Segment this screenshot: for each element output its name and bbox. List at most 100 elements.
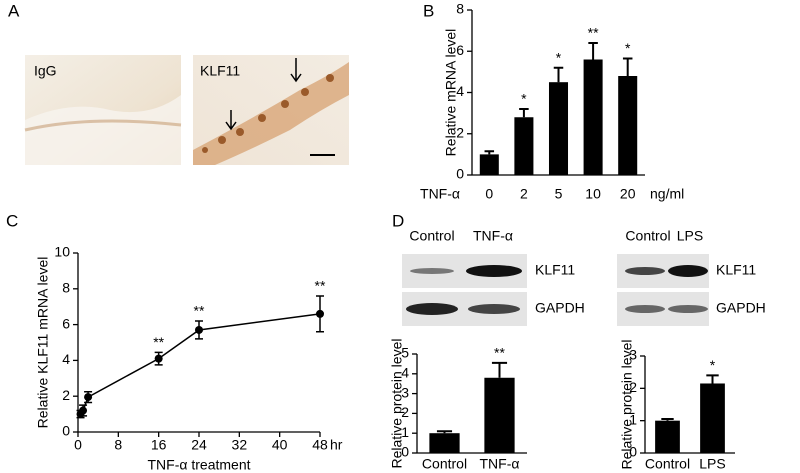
image-label: IgG xyxy=(34,63,57,79)
significance: ** xyxy=(315,278,326,294)
y-tick-label: 1 xyxy=(629,411,637,427)
bar xyxy=(548,82,569,175)
point xyxy=(195,325,203,334)
x-tick-label: 0 xyxy=(485,186,493,202)
lane-label: Control xyxy=(409,228,454,244)
lane-label: TNF-α xyxy=(473,228,513,244)
bar xyxy=(429,433,460,453)
x-unit: ng/ml xyxy=(650,186,684,202)
significance: * xyxy=(625,40,631,56)
error-bar xyxy=(622,57,633,76)
x-tick-label: TNF-α xyxy=(480,456,520,472)
bar xyxy=(479,154,499,175)
x-tick-label: 16 xyxy=(151,437,167,453)
bar xyxy=(618,76,638,175)
tissue xyxy=(25,95,181,165)
protein-label: KLF11 xyxy=(535,262,575,278)
significance: * xyxy=(521,91,527,107)
y-tick-label: 8 xyxy=(62,280,70,296)
band xyxy=(625,305,665,313)
protein-label: KLF11 xyxy=(716,262,756,278)
y-tick-label: 4 xyxy=(62,351,70,367)
significance: ** xyxy=(194,303,205,319)
y-axis-label: Relative KLF11 mRNA level xyxy=(35,257,51,429)
significance: ** xyxy=(494,345,505,361)
error-bar xyxy=(436,430,453,434)
tissue xyxy=(24,119,182,132)
x-tick-label: 24 xyxy=(191,437,207,453)
y-tick-label: 1 xyxy=(401,424,409,440)
band xyxy=(668,265,708,277)
x-tick-label: 5 xyxy=(555,186,563,202)
y-tick-label: 4 xyxy=(401,365,409,381)
y-tick-label: 2 xyxy=(629,379,637,395)
tissue xyxy=(193,62,349,165)
y-tick-label: 2 xyxy=(401,404,409,420)
y-axis-label: Relative protein level xyxy=(389,339,405,469)
y-tick-label: 0 xyxy=(62,423,70,439)
y-tick-label: 0 xyxy=(456,166,464,182)
bar xyxy=(484,377,515,453)
protein-label: GAPDH xyxy=(535,300,585,316)
y-axis-label: Relative mRNA level xyxy=(443,29,459,157)
arrow xyxy=(290,58,302,83)
bar xyxy=(583,59,603,175)
band xyxy=(466,265,522,277)
panel-label: C xyxy=(6,211,18,230)
x-tick-label: 8 xyxy=(114,437,122,453)
error-bar xyxy=(553,66,564,83)
x-tick-label: 2 xyxy=(520,186,528,202)
y-tick-label: 10 xyxy=(54,244,70,260)
x-tick-label: Control xyxy=(645,456,690,472)
significance: * xyxy=(556,49,562,65)
error-bar xyxy=(491,361,508,378)
protein-label: GAPDH xyxy=(716,300,766,316)
error-bar xyxy=(519,108,529,118)
band xyxy=(668,305,708,313)
point xyxy=(84,393,93,402)
band xyxy=(468,304,520,314)
y-tick-label: 6 xyxy=(62,315,70,331)
x-axis-label: TNF-α treatment xyxy=(148,457,251,473)
x-tick-label: 10 xyxy=(585,186,601,202)
x-unit: hr xyxy=(330,437,343,453)
panel-label: A xyxy=(8,1,20,20)
lane-label: LPS xyxy=(677,228,703,244)
point xyxy=(79,406,88,415)
y-tick-label: 3 xyxy=(401,384,409,400)
x-prefix: TNF-α xyxy=(420,186,460,202)
x-tick-label: Control xyxy=(422,456,467,472)
panel-label: D xyxy=(392,211,404,230)
point xyxy=(154,354,163,363)
y-tick-label: 2 xyxy=(62,387,70,403)
x-tick-label: 40 xyxy=(272,437,288,453)
bar xyxy=(514,117,534,175)
y-tick-label: 5 xyxy=(401,345,409,361)
y-tick-label: 4 xyxy=(456,83,464,99)
significance: ** xyxy=(588,25,599,41)
band xyxy=(410,268,454,274)
y-tick-label: 0 xyxy=(629,444,637,460)
y-tick-label: 3 xyxy=(629,347,637,363)
error-bar xyxy=(484,150,495,155)
band xyxy=(406,303,458,315)
panel-label: B xyxy=(423,1,434,20)
y-tick-label: 8 xyxy=(456,1,464,17)
y-axis-label: Relative protein level xyxy=(619,340,635,470)
image-label: KLF11 xyxy=(200,63,240,79)
y-tick-label: 6 xyxy=(456,42,464,58)
lane-label: Control xyxy=(625,228,670,244)
x-tick-label: 20 xyxy=(620,186,636,202)
error-bar xyxy=(706,374,719,384)
y-tick-label: 2 xyxy=(456,124,464,140)
significance: * xyxy=(710,357,716,373)
significance: ** xyxy=(153,334,164,350)
point xyxy=(316,309,324,318)
stain xyxy=(202,74,334,153)
x-tick-label: 32 xyxy=(232,437,248,453)
error-bar xyxy=(661,418,674,421)
x-tick-label: 0 xyxy=(74,437,82,453)
x-tick-label: 48 xyxy=(312,437,328,453)
bar xyxy=(700,383,725,453)
x-tick-label: LPS xyxy=(699,456,725,472)
